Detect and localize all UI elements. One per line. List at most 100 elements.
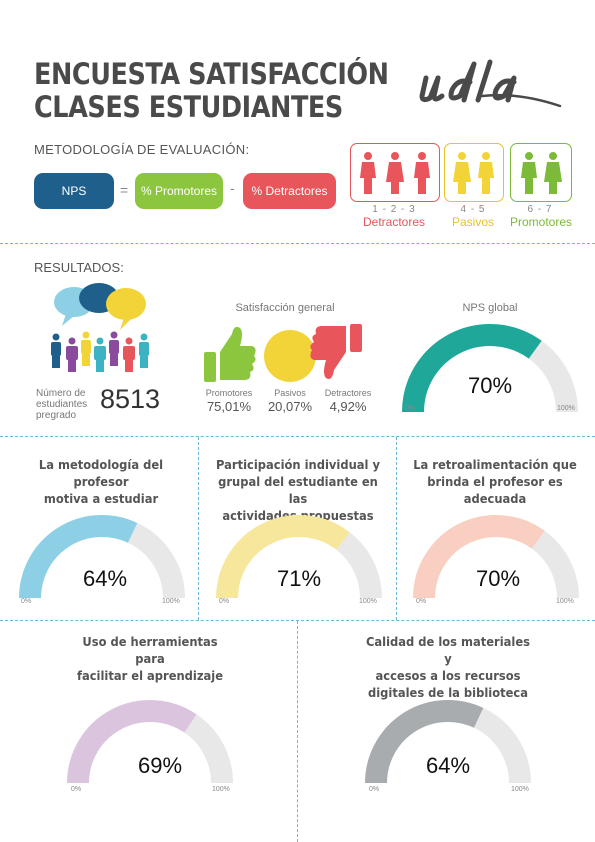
gauge-1-min: 0%: [21, 598, 32, 605]
gauge-1-title: La metodología del profesor motiva a est…: [19, 456, 183, 507]
detractors-stat-label: Detractores: [324, 388, 372, 398]
detractors-range: 1 - 2 - 3: [372, 204, 416, 215]
gauge-nps: [400, 322, 580, 419]
gauge-1-title-line-2: motiva a estudiar: [43, 491, 159, 506]
gauge-5-max: 100%: [511, 786, 529, 793]
passives-label: Pasivos: [451, 215, 495, 229]
gauge-2-title-line-2: grupal del estudiante en las: [218, 474, 378, 506]
gauge-fill: [402, 324, 542, 413]
gauge-track: [528, 340, 578, 413]
gauge-4-min: 0%: [71, 786, 82, 793]
thumbs-up-icon: [204, 326, 256, 382]
gauge-3-title-line-2: brinda el profesor es: [427, 474, 563, 489]
students-illustration: [44, 282, 164, 387]
gauge-5-title-line-1: Calidad de los materiales y: [365, 634, 531, 666]
promoters-stat-label: Promotores: [205, 388, 253, 398]
gauge-3: [411, 514, 581, 605]
students-label-line-2: estudiantes: [36, 399, 88, 410]
methodology-heading: METODOLOGÍA DE EVALUACIÓN:: [34, 142, 250, 157]
gauge-fill: [216, 515, 350, 599]
promoters-scale-box: [510, 143, 572, 202]
detractors-stat-value: 4,92%: [329, 399, 367, 414]
gauge-1-value: 64%: [82, 566, 128, 591]
promoters-stat-value: 75,01%: [206, 399, 252, 414]
gauge-1-max: 100%: [162, 598, 180, 605]
gauge-5-min: 0%: [369, 786, 380, 793]
gauge-track: [336, 532, 382, 599]
promoters-people-icon: [521, 152, 562, 194]
gauge-nps-value: 70%: [467, 373, 513, 398]
detractors-label: Detractores: [362, 215, 426, 229]
vertical-divider-1: [198, 437, 199, 620]
gauge-2-min: 0%: [219, 598, 230, 605]
gauge-3-title-line-3: adecuada: [463, 491, 527, 506]
gauge-track: [473, 707, 531, 784]
passives-people-icon: [453, 152, 494, 194]
gauge-track: [183, 714, 233, 784]
thumbs-down-icon: [310, 324, 362, 379]
minus-sign: -: [230, 180, 235, 196]
divider-lower: [0, 620, 595, 621]
vertical-divider-3: [297, 621, 298, 842]
gauge-track: [531, 530, 579, 599]
gauge-2: [214, 514, 384, 605]
satisfaction-icons: [200, 322, 370, 389]
gauge-5-title-line-3: digitales de la biblioteca: [367, 685, 528, 700]
gauge-4-title-line-1: Uso de herramientas para: [82, 634, 218, 666]
divider-middle: [0, 436, 595, 437]
nps-pill: NPS: [34, 173, 114, 209]
gauge-track: [127, 522, 185, 599]
gauge-3-value: 70%: [475, 566, 521, 591]
gauge-fill: [413, 515, 545, 599]
gauge-5-title-line-2: accesos a los recursos: [375, 668, 521, 683]
promoters-pill: % Promotores: [135, 173, 223, 209]
gauge-fill: [19, 515, 138, 599]
satisfaction-title: Satisfacción general: [235, 302, 335, 314]
gauge-1: [17, 514, 187, 605]
gauge-5: [363, 699, 533, 790]
promoters-label: Promotores: [510, 215, 573, 229]
results-heading: RESULTADOS:: [34, 260, 124, 275]
nps-global-title: NPS global: [462, 302, 518, 314]
passives-range: 4 - 5: [460, 204, 486, 215]
detractors-people-icon: [360, 152, 430, 194]
gauge-4: [65, 699, 235, 790]
gauge-4-title: Uso de herramientas para facilitar el ap…: [67, 633, 233, 684]
promoters-range: 6 - 7: [527, 204, 553, 215]
detractors-pill: % Detractores: [243, 173, 336, 209]
page-title: ENCUESTA SATISFACCIÓN CLASES ESTUDIANTES: [34, 58, 389, 124]
neutral-circle-icon: [264, 330, 316, 382]
gauge-4-value: 69%: [137, 753, 183, 778]
detractors-scale-box: [350, 143, 440, 202]
gauge-2-title-line-1: Participación individual y: [216, 457, 380, 472]
title-line-1: ENCUESTA SATISFACCIÓN: [34, 57, 389, 91]
gauge-2-title: Participación individual y grupal del es…: [215, 456, 381, 524]
gauge-1-title-line-1: La metodología del profesor: [38, 457, 164, 489]
gauge-2-value: 71%: [276, 566, 322, 591]
passives-stat-label: Pasivos: [274, 388, 306, 398]
gauge-5-value: 64%: [425, 753, 471, 778]
gauge-4-max: 100%: [212, 786, 230, 793]
gauge-nps-max: 100%: [557, 405, 575, 412]
passives-stat-value: 20,07%: [267, 399, 313, 414]
gauge-3-title: La retroalimentación que brinda el profe…: [412, 456, 578, 507]
divider-top: [0, 243, 595, 244]
title-line-2: CLASES ESTUDIANTES: [34, 90, 343, 124]
students-label: Número de estudiantes pregrado: [36, 388, 87, 421]
passives-scale-box: [444, 143, 504, 202]
students-count: 8513: [100, 384, 161, 414]
udla-logo: [418, 56, 563, 121]
gauge-3-max: 100%: [556, 598, 574, 605]
students-group-icon: [51, 331, 149, 372]
gauge-fill: [67, 700, 197, 784]
gauge-2-max: 100%: [359, 598, 377, 605]
students-label-line-1: Número de: [36, 388, 86, 399]
students-label-line-3: pregrado: [36, 410, 77, 421]
gauge-3-min: 0%: [416, 598, 427, 605]
gauge-nps-min: 0%: [405, 405, 416, 412]
gauge-5-title: Calidad de los materiales y accesos a lo…: [365, 633, 531, 701]
gauge-fill: [365, 700, 484, 784]
speech-bubbles-icon: [54, 283, 146, 330]
gauge-4-title-line-2: facilitar el aprendizaje: [76, 668, 224, 683]
gauge-3-title-line-1: La retroalimentación que: [413, 457, 577, 472]
